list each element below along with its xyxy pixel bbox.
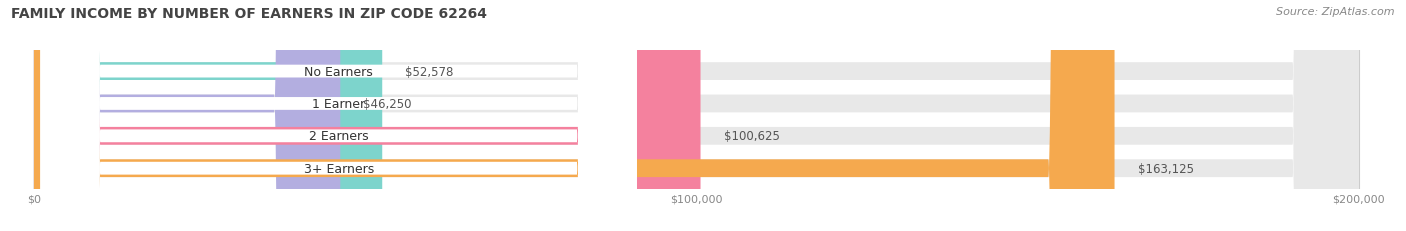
FancyBboxPatch shape — [34, 0, 1358, 231]
FancyBboxPatch shape — [41, 0, 637, 231]
FancyBboxPatch shape — [34, 0, 1358, 231]
Text: No Earners: No Earners — [304, 65, 373, 78]
Text: FAMILY INCOME BY NUMBER OF EARNERS IN ZIP CODE 62264: FAMILY INCOME BY NUMBER OF EARNERS IN ZI… — [11, 7, 488, 21]
FancyBboxPatch shape — [34, 0, 1358, 231]
FancyBboxPatch shape — [34, 0, 1358, 231]
FancyBboxPatch shape — [41, 0, 637, 231]
Text: 3+ Earners: 3+ Earners — [304, 162, 374, 175]
FancyBboxPatch shape — [41, 0, 637, 231]
Text: $52,578: $52,578 — [405, 65, 454, 78]
FancyBboxPatch shape — [34, 0, 700, 231]
FancyBboxPatch shape — [34, 0, 382, 231]
Text: $100,625: $100,625 — [724, 130, 779, 143]
Text: $163,125: $163,125 — [1137, 162, 1194, 175]
FancyBboxPatch shape — [34, 0, 1115, 231]
Text: 1 Earner: 1 Earner — [312, 97, 366, 110]
FancyBboxPatch shape — [41, 0, 637, 231]
Text: Source: ZipAtlas.com: Source: ZipAtlas.com — [1277, 7, 1395, 17]
Text: $46,250: $46,250 — [364, 97, 412, 110]
FancyBboxPatch shape — [34, 0, 340, 231]
Text: 2 Earners: 2 Earners — [309, 130, 368, 143]
